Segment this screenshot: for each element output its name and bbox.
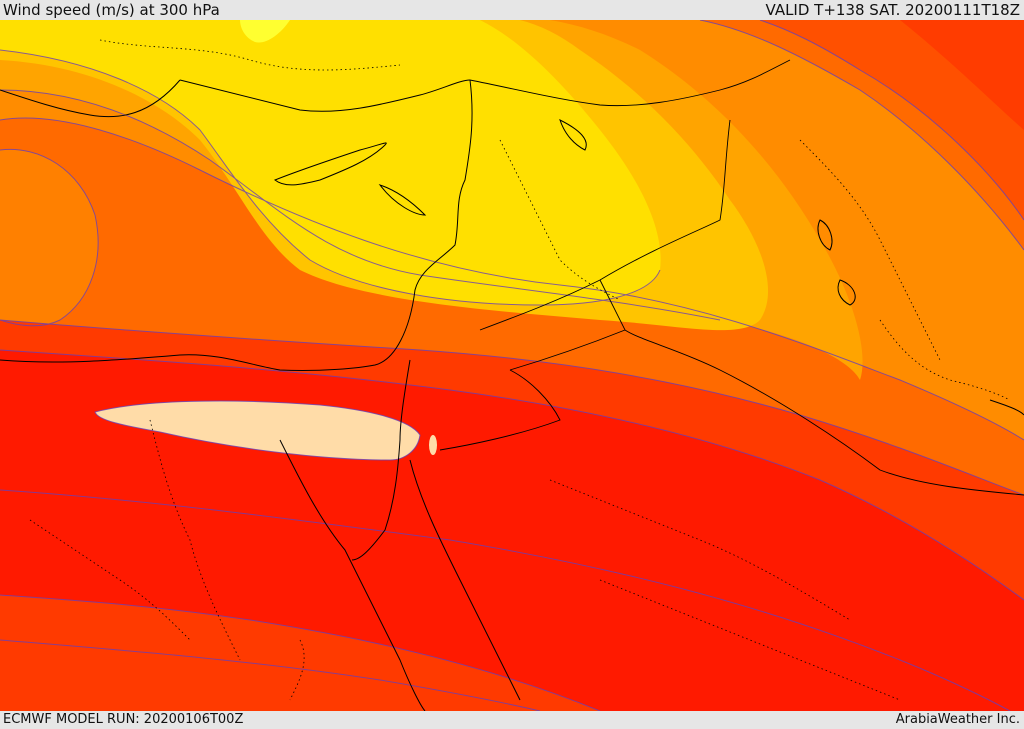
band-orange-left-loop bbox=[0, 149, 99, 326]
band-core bbox=[95, 400, 420, 460]
contour-lines bbox=[0, 20, 1024, 711]
band-far-right bbox=[900, 20, 1024, 130]
credit: ArabiaWeather Inc. bbox=[895, 712, 1020, 727]
map-footer: ECMWF MODEL RUN: 20200106T00Z ArabiaWeat… bbox=[0, 711, 1024, 729]
model-run: ECMWF MODEL RUN: 20200106T00Z bbox=[3, 712, 244, 727]
wind-speed-map bbox=[0, 20, 1024, 711]
map-header: Wind speed (m/s) at 300 hPa VALID T+138 … bbox=[0, 0, 1024, 20]
band-lower bbox=[0, 640, 540, 711]
band-yellow bbox=[0, 20, 661, 305]
coastlines bbox=[0, 79, 1024, 711]
map-canvas bbox=[0, 20, 1024, 711]
band-right-dark bbox=[760, 20, 1024, 220]
band-core-small bbox=[429, 435, 437, 455]
band-yellow-top bbox=[240, 20, 290, 43]
valid-time: VALID T+138 SAT. 20200111T18Z bbox=[765, 1, 1020, 19]
map-title: Wind speed (m/s) at 300 hPa bbox=[3, 1, 220, 19]
borders bbox=[439, 59, 1024, 496]
internal-borders bbox=[29, 39, 1011, 701]
